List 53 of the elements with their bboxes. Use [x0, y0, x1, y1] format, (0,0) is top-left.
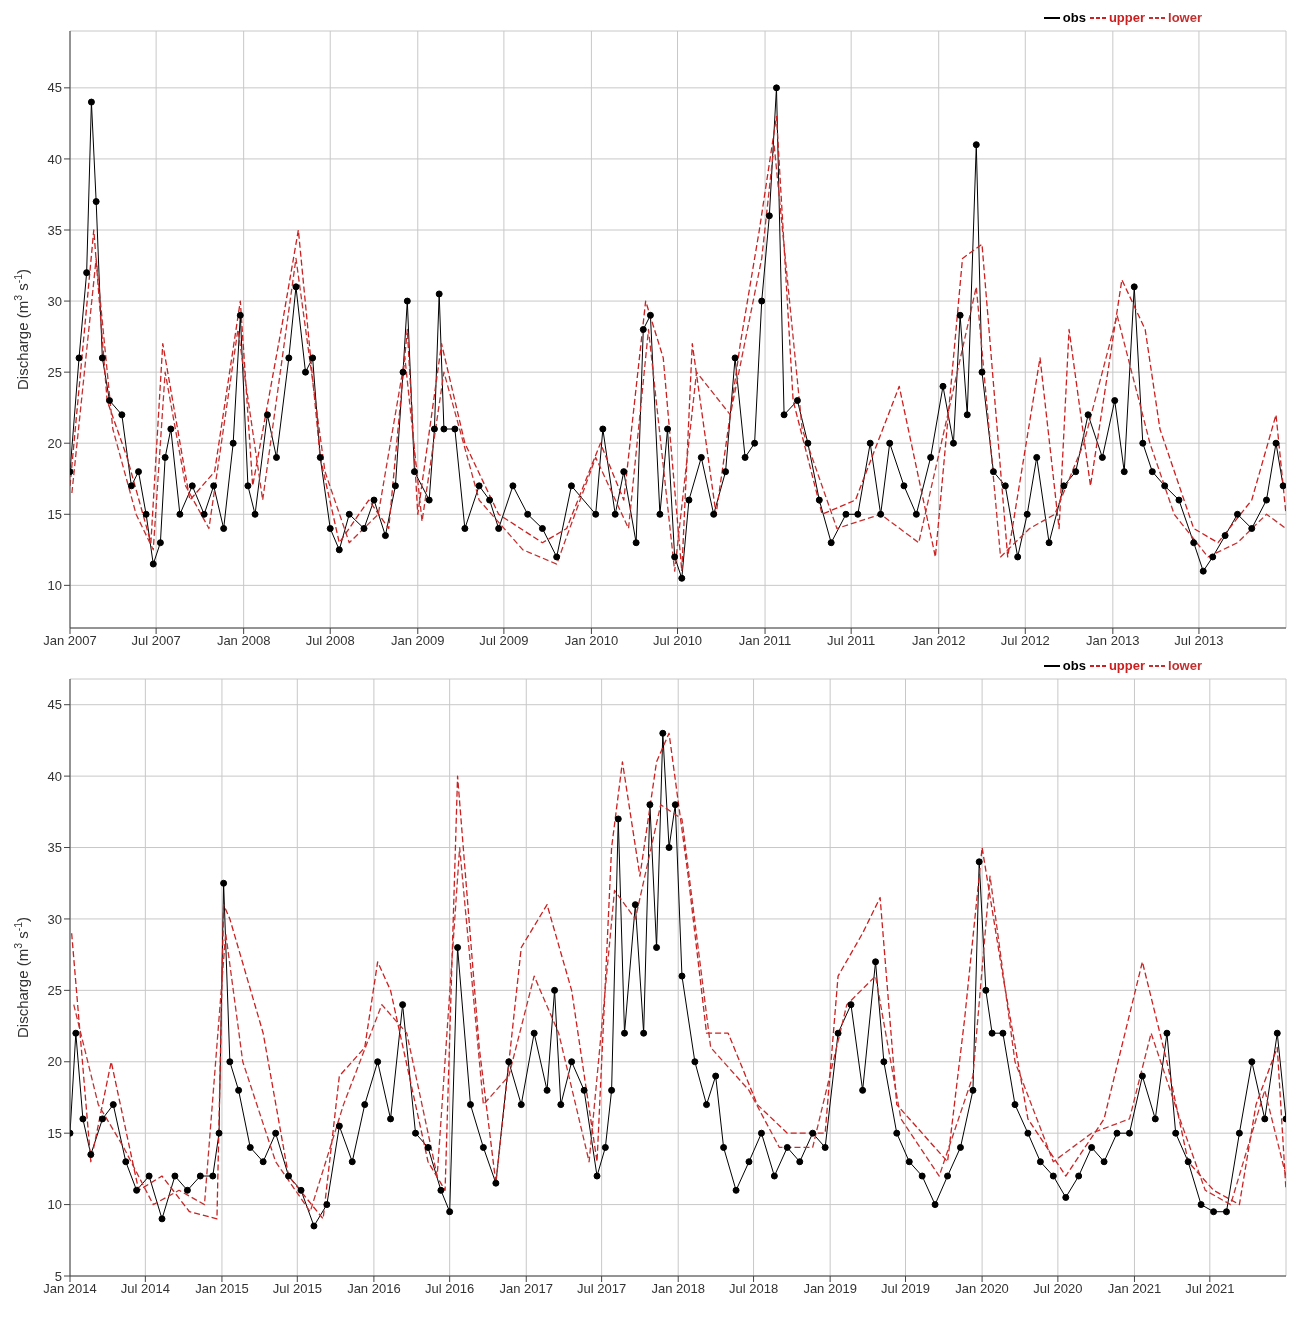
y-tick-label: 45 [47, 80, 62, 96]
x-tick-label: Jul 2008 [305, 633, 355, 649]
y-tick-label: 10 [47, 577, 62, 593]
x-tick-label: Jul 2007 [131, 633, 181, 649]
x-tick-label: Jul 2021 [1185, 1281, 1235, 1297]
y-tick-label: 25 [47, 364, 62, 380]
legend-label: upper [1107, 658, 1146, 673]
x-tick-label: Jan 2013 [1086, 633, 1140, 649]
legend-label: lower [1167, 658, 1202, 673]
x-tick-label: Jan 2015 [195, 1281, 249, 1297]
x-tick-label: Jan 2017 [499, 1281, 554, 1297]
x-tick-label: Jul 2019 [880, 1281, 931, 1297]
x-tick-label: Jan 2014 [43, 1281, 97, 1297]
x-tick-label: Jan 2008 [216, 633, 271, 649]
y-tick-label: 40 [47, 151, 62, 167]
y-tick-label: 45 [47, 697, 62, 713]
y-tick-label: 20 [47, 1054, 62, 1070]
y-tick-label: 10 [47, 1197, 62, 1213]
x-tick-label: Jul 2016 [425, 1281, 475, 1297]
x-tick-label: Jan 2007 [43, 633, 97, 649]
x-tick-label: Jul 2014 [120, 1281, 170, 1297]
legend-label: upper [1107, 10, 1146, 25]
x-tick-label: Jul 2020 [1033, 1281, 1083, 1297]
x-tick-label: Jan 2016 [347, 1281, 401, 1297]
y-tick-label: 5 [54, 1268, 62, 1284]
x-tick-label: Jan 2011 [738, 633, 792, 649]
y-tick-label: 35 [47, 840, 62, 856]
x-tick-label: Jul 2013 [1174, 633, 1224, 649]
x-tick-label: Jan 2021 [1107, 1281, 1162, 1297]
x-tick-label: Jul 2017 [577, 1281, 627, 1297]
x-tick-label: Jan 2019 [803, 1281, 857, 1297]
y-tick-label: 15 [47, 506, 62, 522]
y-tick-label: 20 [47, 435, 62, 451]
x-tick-label: Jul 2010 [652, 633, 703, 649]
x-tick-label: Jan 2009 [391, 633, 445, 649]
legend-label: obs [1061, 10, 1086, 25]
x-tick-label: Jan 2020 [955, 1281, 1009, 1297]
y-tick-label: 40 [47, 768, 62, 784]
y-tick-label: 15 [47, 1125, 62, 1141]
x-tick-label: Jul 2011 [827, 633, 876, 649]
x-tick-label: Jan 2012 [911, 633, 966, 649]
y-tick-label: 30 [47, 293, 62, 309]
legend-label: lower [1167, 10, 1202, 25]
y-tick-label: 30 [47, 911, 62, 927]
x-tick-label: Jul 2018 [728, 1281, 779, 1297]
x-tick-label: Jul 2015 [272, 1281, 322, 1297]
x-tick-label: Jan 2010 [564, 633, 619, 649]
y-tick-label: 35 [47, 222, 62, 238]
y-tick-label: 25 [47, 982, 62, 998]
x-tick-label: Jul 2012 [1000, 633, 1050, 649]
x-tick-label: Jan 2018 [651, 1281, 705, 1297]
x-tick-label: Jul 2009 [479, 633, 529, 649]
legend-label: obs [1061, 658, 1086, 673]
